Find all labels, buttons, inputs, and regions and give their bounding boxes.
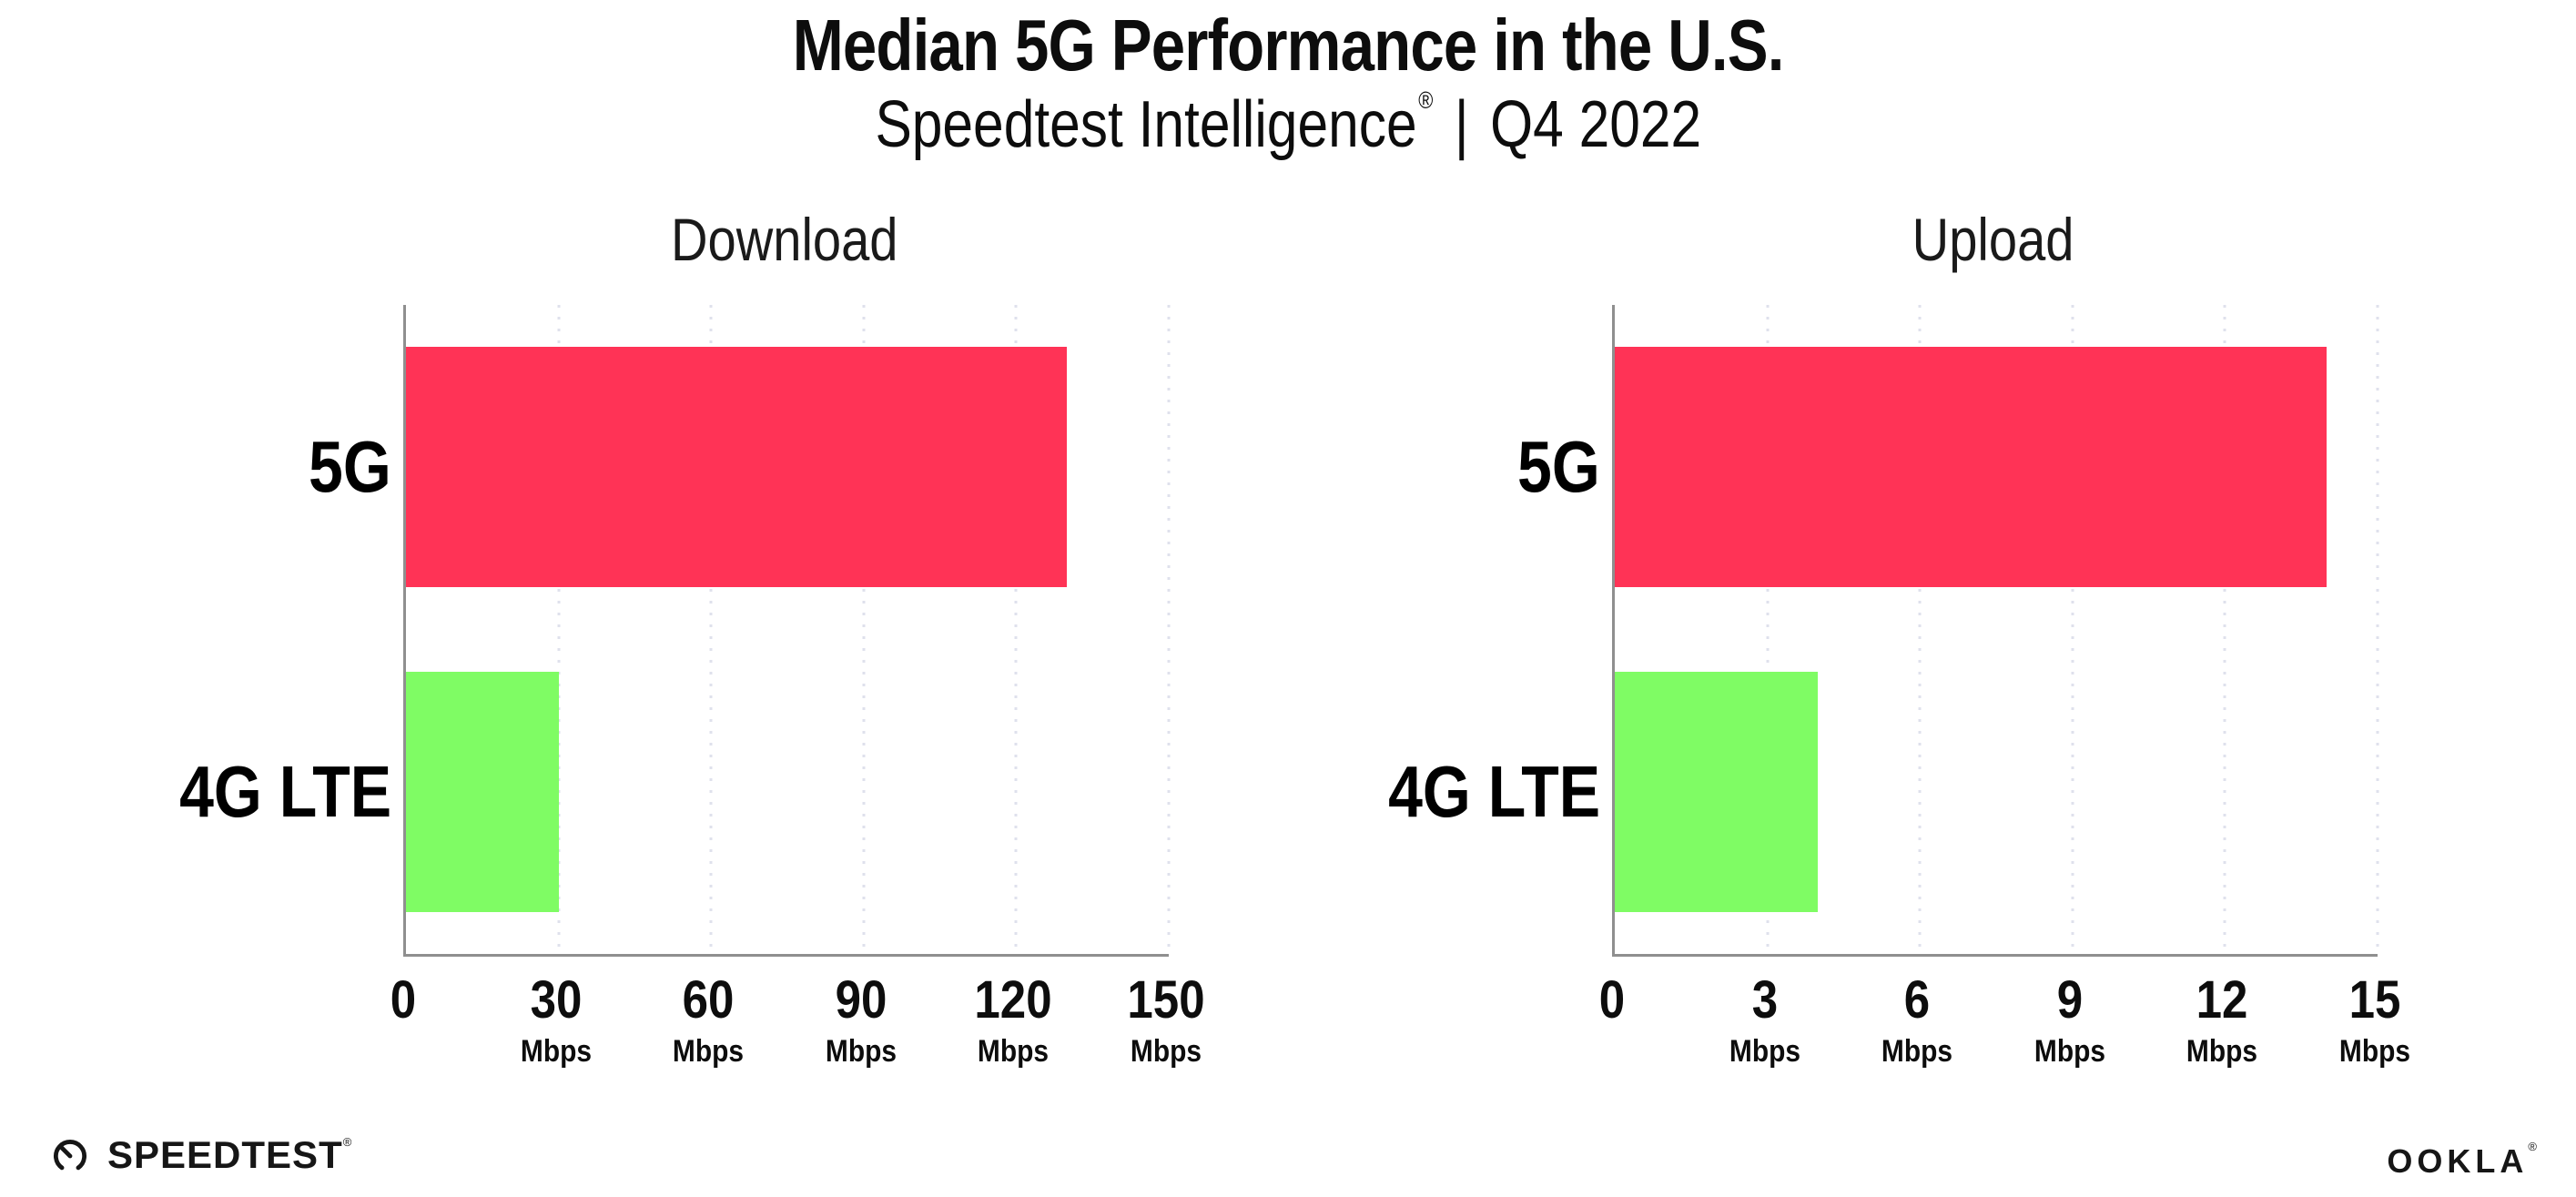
chart-title: Upload [1612,205,2375,299]
grid-line-150 [1167,305,1171,954]
x-tick-unit: Mbps [825,1034,897,1069]
grid-line-9 [2071,305,2074,954]
x-tick-value: 30 [530,970,582,1030]
x-tick-9: 9 Mbps [2034,974,2105,1070]
chart-title-text: Download [671,206,898,273]
grid-line-120 [1014,305,1018,954]
category-label-4g-lte: 4G LTE [179,750,391,832]
speedtest-logo: SPEEDTEST® [47,1132,352,1178]
x-tick-15: 15 Mbps [2339,974,2410,1070]
x-tick-unit: Mbps [1881,1034,1953,1069]
x-tick-value: 0 [390,970,417,1030]
x-tick-unit: Mbps [2338,1034,2411,1069]
ookla-wordmark: OOKLA® [2387,1140,2541,1180]
x-tick-150: 150 Mbps [1127,974,1204,1070]
page-title-text: Median 5G Performance in the U.S. [792,5,1785,86]
x-tick-value: 60 [682,970,735,1030]
category-label-5g: 5G [309,426,391,508]
x-tick-unit: Mbps [520,1034,592,1069]
registered-mark: ® [1417,86,1434,114]
x-tick-unit: Mbps [1130,1034,1202,1069]
plot-area: 5G 4G LTE [1388,305,2379,957]
x-tick-value: 150 [1127,970,1205,1030]
x-axis-ticks: 0 3 Mbps 6 Mbps 9 Mbps 12 Mbps 15 Mbps [1599,974,2410,1101]
bar-4g-lte [1615,671,1819,912]
grid-line-3 [1766,305,1770,954]
x-tick-6: 6 Mbps [1881,974,1952,1070]
ookla-registered-mark: ® [2528,1140,2541,1153]
x-tick-value: 12 [2196,970,2248,1030]
x-tick-12: 12 Mbps [2186,974,2257,1070]
grid-line-90 [862,305,866,954]
plot-area: 5G 4G LTE [179,305,1171,957]
header: Median 5G Performance in the U.S. Speedt… [0,0,2576,161]
speedtest-wordmark: SPEEDTEST® [107,1133,352,1177]
chart-title: Download [403,205,1166,299]
chart-title-text: Upload [1912,206,2074,273]
upload-chart: Upload 5G 4G LTE 0 3 Mbps 6 Mbps 9 Mbps 12 Mbps 15 Mb… [1388,205,2410,1106]
speedtest-registered-mark: ® [342,1135,353,1149]
x-tick-value: 6 [1903,970,1931,1030]
grid-line-30 [557,305,561,954]
page-subtitle-text: Speedtest Intelligence® | Q4 2022 [875,87,1701,161]
ookla-logo: OOKLA® [2387,1140,2541,1181]
category-label-5g: 5G [1517,426,1600,508]
subtitle-period: Q4 2022 [1489,88,1701,161]
x-tick-60: 60 Mbps [673,974,744,1070]
download-chart: Download 5G 4G LTE 0 30 Mbps 60 Mbps 90 Mbps 120 Mb… [179,205,1205,1106]
x-tick-0: 0 [1599,974,1625,1027]
x-axis-ticks: 0 30 Mbps 60 Mbps 90 Mbps 120 Mbps 150 Mbps [390,974,1205,1101]
x-tick-value: 0 [1598,970,1626,1030]
x-tick-120: 120 Mbps [975,974,1052,1070]
bar-4g-lte [406,671,559,912]
x-tick-value: 120 [974,970,1052,1030]
subtitle-brand: Speedtest Intelligence [875,88,1417,161]
x-tick-3: 3 Mbps [1729,974,1800,1070]
page-subtitle: Speedtest Intelligence® | Q4 2022 [0,87,2576,161]
x-tick-0: 0 [390,974,416,1027]
category-label-4g-lte: 4G LTE [1388,750,1600,832]
x-tick-30: 30 Mbps [521,974,592,1070]
grid-line-12 [2223,305,2226,954]
x-tick-unit: Mbps [1729,1034,1800,1069]
x-tick-unit: Mbps [2186,1034,2258,1069]
subtitle-separator: | [1454,88,1469,161]
speedtest-gauge-icon [54,1140,86,1171]
grid-line-15 [2376,305,2379,954]
x-tick-value: 90 [835,970,887,1030]
speedtest-label: SPEEDTEST [107,1133,343,1176]
ookla-label: OOKLA [2387,1142,2529,1180]
x-tick-unit: Mbps [978,1034,1050,1069]
x-tick-unit: Mbps [2033,1034,2105,1069]
page-title: Median 5G Performance in the U.S. [0,0,2576,86]
grid-line-6 [1918,305,1922,954]
x-tick-unit: Mbps [673,1034,745,1069]
x-tick-90: 90 Mbps [826,974,897,1070]
grid-line-60 [709,305,713,954]
x-tick-value: 9 [2056,970,2083,1030]
bar-5g [406,347,1068,588]
x-tick-value: 15 [2348,970,2401,1030]
bar-5g [1615,347,2328,588]
x-tick-value: 3 [1751,970,1778,1030]
